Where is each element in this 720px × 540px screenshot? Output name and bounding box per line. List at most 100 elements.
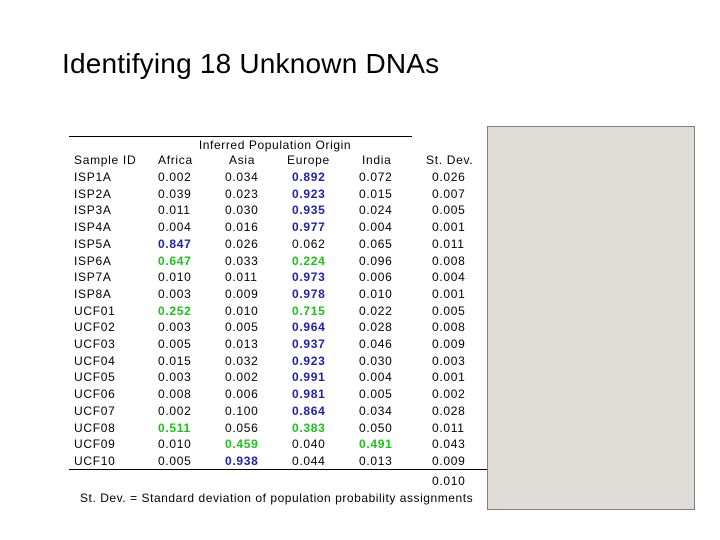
cell-europe: 0.935	[292, 203, 326, 218]
table-row: UCF10 0.005 0.938 0.044 0.013 0.009	[0, 454, 720, 471]
cell-africa: 0.005	[158, 453, 192, 468]
cell-asia: 0.006	[225, 387, 259, 402]
cell-id: ISP5A	[74, 236, 112, 251]
cell-id: ISP2A	[74, 186, 112, 201]
cell-id: UCF05	[74, 370, 116, 385]
cell-id: ISP7A	[74, 270, 112, 285]
side-panel	[487, 126, 695, 510]
cell-africa: 0.039	[158, 186, 192, 201]
cell-india: 0.004	[359, 220, 393, 235]
cell-europe: 0.964	[292, 320, 326, 335]
cell-id: UCF10	[74, 453, 116, 468]
cell-sd: 0.011	[432, 420, 465, 435]
table-row: UCF05 0.003 0.002 0.991 0.004 0.001	[0, 370, 720, 387]
cell-india: 0.010	[359, 286, 393, 301]
table-row: ISP1A 0.002 0.034 0.892 0.072 0.026	[0, 170, 720, 187]
cell-africa: 0.010	[158, 437, 192, 452]
cell-india: 0.022	[359, 303, 393, 318]
table-row: ISP5A 0.847 0.026 0.062 0.065 0.011	[0, 237, 720, 254]
cell-sd: 0.008	[432, 320, 466, 335]
cell-europe: 0.715	[292, 303, 326, 318]
header-africa: Africa	[158, 153, 193, 167]
cell-asia: 0.459	[225, 437, 259, 452]
cell-id: UCF09	[74, 437, 116, 452]
cell-sd: 0.001	[432, 220, 466, 235]
table-row: ISP2A 0.039 0.023 0.923 0.015 0.007	[0, 187, 720, 204]
cell-id: UCF02	[74, 320, 116, 335]
cell-id: UCF06	[74, 387, 116, 402]
footnote: St. Dev. = Standard deviation of populat…	[80, 491, 474, 505]
cell-asia: 0.033	[225, 253, 259, 268]
cell-india: 0.034	[359, 403, 393, 418]
table-row: ISP7A 0.010 0.011 0.973 0.006 0.004	[0, 270, 720, 287]
cell-sd: 0.009	[432, 453, 466, 468]
cell-india: 0.046	[359, 337, 393, 351]
cell-india: 0.005	[359, 387, 393, 402]
cell-india: 0.491	[359, 437, 393, 452]
cell-africa: 0.002	[158, 170, 192, 184]
cell-africa: 0.252	[158, 303, 192, 318]
table-row: UCF08 0.511 0.056 0.383 0.050 0.011	[0, 421, 720, 438]
cell-id: UCF01	[74, 303, 116, 318]
cell-asia: 0.023	[225, 186, 259, 201]
cell-europe: 0.981	[292, 387, 326, 402]
table-row: ISP8A 0.003 0.009 0.978 0.010 0.001	[0, 287, 720, 304]
cell-asia: 0.026	[225, 236, 259, 251]
cell-india: 0.096	[359, 253, 393, 268]
population-group-header: Inferred Population Origin	[198, 138, 352, 152]
table-row: UCF04 0.015 0.032 0.923 0.030 0.003	[0, 354, 720, 371]
cell-sd: 0.005	[432, 303, 466, 318]
cell-europe: 0.383	[292, 420, 326, 435]
cell-sd: 0.003	[432, 353, 466, 368]
cell-africa: 0.002	[158, 403, 192, 418]
table-row: UCF01 0.252 0.010 0.715 0.022 0.005	[0, 304, 720, 321]
cell-india: 0.072	[359, 170, 393, 184]
cell-sd: 0.043	[432, 437, 466, 452]
cell-india: 0.050	[359, 420, 393, 435]
cell-id: UCF03	[74, 337, 116, 351]
cell-india: 0.015	[359, 186, 393, 201]
cell-europe: 0.937	[292, 337, 326, 351]
table-row: UCF03 0.005 0.013 0.937 0.046 0.009	[0, 337, 720, 354]
cell-id: UCF07	[74, 403, 116, 418]
header-st-dev: St. Dev.	[426, 153, 474, 167]
cell-id: ISP6A	[74, 253, 112, 268]
cell-europe: 0.923	[292, 353, 326, 368]
cell-asia: 0.030	[225, 203, 259, 218]
cell-sd: 0.007	[432, 186, 466, 201]
cell-sd: 0.001	[432, 286, 466, 301]
cell-asia: 0.010	[225, 303, 259, 318]
cell-europe: 0.224	[292, 253, 326, 268]
cell-africa: 0.847	[158, 236, 192, 251]
overall-st-dev: 0.010	[432, 474, 466, 488]
table-header-row: Sample ID Africa Asia Europe India St. D…	[0, 153, 720, 170]
table-row: UCF07 0.002 0.100 0.864 0.034 0.028	[0, 404, 720, 421]
table-row: ISP6A 0.647 0.033 0.224 0.096 0.008	[0, 254, 720, 271]
cell-sd: 0.011	[432, 236, 465, 251]
cell-india: 0.030	[359, 353, 393, 368]
cell-europe: 0.040	[292, 437, 326, 452]
cell-europe: 0.977	[292, 220, 326, 235]
cell-asia: 0.002	[225, 370, 259, 385]
cell-asia: 0.009	[225, 286, 259, 301]
cell-sd: 0.028	[432, 403, 466, 418]
cell-africa: 0.005	[158, 337, 192, 351]
cell-sd: 0.002	[432, 387, 466, 402]
cell-africa: 0.511	[158, 420, 191, 435]
cell-europe: 0.062	[292, 236, 326, 251]
cell-sd: 0.009	[432, 337, 466, 351]
cell-india: 0.004	[359, 370, 393, 385]
cell-india: 0.013	[359, 453, 393, 468]
cell-africa: 0.015	[158, 353, 192, 368]
table-row: ISP3A 0.011 0.030 0.935 0.024 0.005	[0, 203, 720, 220]
cell-asia: 0.056	[225, 420, 259, 435]
slide-title: Identifying 18 Unknown DNAs	[62, 48, 440, 79]
cell-asia: 0.100	[225, 403, 259, 418]
table-row: ISP4A 0.004 0.016 0.977 0.004 0.001	[0, 220, 720, 237]
cell-india: 0.028	[359, 320, 393, 335]
header-europe: Europe	[287, 153, 330, 167]
cell-asia: 0.016	[225, 220, 259, 235]
cell-africa: 0.004	[158, 220, 192, 235]
cell-id: ISP1A	[74, 170, 112, 184]
table-top-rule	[69, 136, 412, 137]
